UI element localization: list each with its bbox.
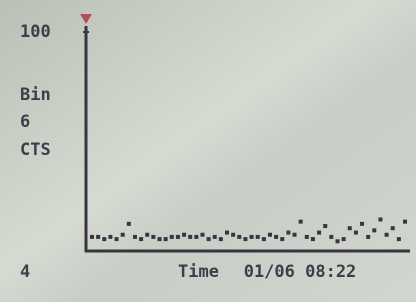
data-point <box>268 233 272 237</box>
data-point <box>403 220 407 224</box>
x-axis-label: Time <box>178 262 219 282</box>
data-point <box>317 231 321 235</box>
data-point <box>323 224 327 228</box>
data-point <box>102 237 106 241</box>
data-point <box>96 235 100 239</box>
data-point <box>127 222 131 226</box>
data-point <box>194 235 198 239</box>
y-side-label: 6 <box>20 112 30 132</box>
data-point <box>329 235 333 239</box>
page: {"chart_data": {"type": "dot", "ytick_si… <box>0 0 416 302</box>
data-point <box>170 235 174 239</box>
data-point <box>305 235 309 239</box>
data-point <box>354 231 358 235</box>
data-point <box>311 237 315 241</box>
data-point <box>200 233 204 237</box>
data-point <box>151 235 155 239</box>
data-point <box>213 235 217 239</box>
data-point <box>286 231 290 235</box>
data-point <box>133 235 137 239</box>
data-point <box>342 237 346 241</box>
data-point <box>256 235 260 239</box>
data-point <box>262 237 266 241</box>
y-side-label: Bin <box>20 85 51 105</box>
data-point <box>385 233 389 237</box>
data-point <box>391 226 395 230</box>
data-point <box>243 237 247 241</box>
data-point <box>176 235 180 239</box>
data-point <box>280 237 284 241</box>
data-point <box>274 235 278 239</box>
data-point <box>207 237 211 241</box>
timestamp: 01/06 08:22 <box>244 262 357 282</box>
data-point <box>360 222 364 226</box>
data-point <box>121 233 125 237</box>
data-point <box>231 233 235 237</box>
data-point <box>219 237 223 241</box>
data-point <box>188 235 192 239</box>
lcd-screen: Bin 6 CTS 4 Time 01/06 08:22 100 <box>0 0 416 302</box>
data-point <box>145 233 149 237</box>
data-point <box>397 237 401 241</box>
data-point <box>158 237 162 241</box>
data-point <box>182 233 186 237</box>
data-point <box>115 237 119 241</box>
data-point <box>372 228 376 232</box>
y-side-label: CTS <box>20 140 51 160</box>
screen-background <box>0 0 416 302</box>
data-point <box>139 237 143 241</box>
data-point <box>366 235 370 239</box>
data-point <box>250 235 254 239</box>
data-point <box>293 233 297 237</box>
data-point <box>108 235 112 239</box>
corner-label: 4 <box>20 262 30 282</box>
data-point <box>299 220 303 224</box>
data-point <box>335 239 339 243</box>
data-point <box>237 235 241 239</box>
data-point <box>348 226 352 230</box>
y-tick-label: 100 <box>20 22 51 42</box>
data-point <box>90 235 94 239</box>
data-point <box>164 237 168 241</box>
data-point <box>378 217 382 221</box>
data-point <box>225 231 229 235</box>
